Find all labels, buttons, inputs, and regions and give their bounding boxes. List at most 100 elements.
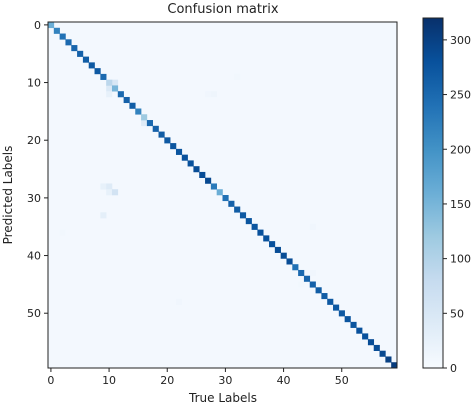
- heatmap-cell-diagonal: [65, 39, 72, 46]
- heatmap-cell-diagonal: [344, 316, 351, 323]
- heatmap-cell-diagonal: [338, 310, 345, 317]
- heatmap-cell-diagonal: [367, 339, 375, 346]
- heatmap-cell-diagonal: [59, 33, 66, 40]
- heatmap-cell-diagonal: [298, 269, 305, 277]
- heatmap-cell-diagonal: [71, 45, 78, 52]
- heatmap-cell-off-diagonal: [309, 269, 316, 277]
- heatmap-cell-diagonal: [152, 125, 159, 132]
- x-tick-label: 10: [102, 374, 116, 387]
- heatmap-cell-diagonal: [385, 356, 392, 363]
- heatmap-cell-diagonal: [309, 281, 316, 288]
- heatmap-cell-diagonal: [251, 223, 258, 230]
- x-tick-label: 40: [277, 374, 291, 387]
- heatmap: [48, 22, 398, 369]
- y-tick-label: 50: [27, 307, 41, 320]
- y-tick-label: 10: [27, 77, 41, 90]
- x-axis: 0 10 20 30 40 50: [47, 368, 349, 387]
- heatmap-cell-diagonal: [82, 56, 90, 63]
- heatmap-cell-diagonal: [129, 102, 136, 109]
- heatmap-cell-off-diagonal: [234, 73, 241, 80]
- heatmap-cell-diagonal: [193, 166, 200, 173]
- colorbar-tick-label: 0: [450, 362, 457, 375]
- heatmap-cell-off-diagonal: [59, 229, 66, 236]
- x-tick-label: 50: [335, 374, 349, 387]
- heatmap-cell-diagonal: [274, 246, 281, 253]
- heatmap-cell-off-diagonal: [210, 91, 217, 98]
- heatmap-cell-diagonal: [123, 96, 130, 104]
- heatmap-cell-off-diagonal: [100, 212, 107, 219]
- heatmap-cell-diagonal: [199, 171, 206, 178]
- heatmap-cell-diagonal: [141, 114, 148, 121]
- heatmap-cell-diagonal: [106, 79, 113, 86]
- colorbar-tick-label: 250: [450, 89, 471, 102]
- heatmap-cell-off-diagonal: [111, 189, 119, 196]
- heatmap-cell-diagonal: [146, 120, 153, 127]
- heatmap-cell-diagonal: [257, 229, 264, 236]
- heatmap-cell-diagonal: [210, 183, 217, 190]
- heatmap-cell-diagonal: [117, 91, 124, 98]
- heatmap-cell-diagonal: [234, 206, 241, 213]
- heatmap-cell-diagonal: [158, 131, 165, 138]
- x-axis-label: True Labels: [188, 391, 257, 405]
- heatmap-cell-diagonal: [315, 287, 322, 294]
- y-axis-label: Predicted Labels: [1, 146, 15, 245]
- heatmap-cell-diagonal: [77, 50, 84, 57]
- y-tick-label: 0: [34, 19, 41, 32]
- heatmap-cell-diagonal: [362, 333, 369, 340]
- heatmap-cell-diagonal: [292, 264, 299, 271]
- heatmap-cell-diagonal: [356, 327, 363, 334]
- heatmap-cell-diagonal: [286, 258, 293, 265]
- heatmap-cell-diagonal: [94, 68, 101, 75]
- heatmap-cell-diagonal: [228, 200, 235, 207]
- y-tick-label: 40: [27, 250, 41, 263]
- heatmap-cell-off-diagonal: [100, 183, 107, 190]
- heatmap-cell-off-diagonal: [106, 189, 113, 196]
- heatmap-cell-diagonal: [53, 27, 60, 34]
- x-tick-label: 20: [160, 374, 174, 387]
- heatmap-cell-diagonal: [111, 85, 119, 92]
- heatmap-cell-diagonal: [239, 212, 247, 219]
- colorbar: [422, 17, 444, 369]
- heatmap-cell-diagonal: [327, 298, 334, 305]
- heatmap-cell-diagonal: [373, 344, 380, 351]
- heatmap-cell-diagonal: [216, 189, 223, 196]
- heatmap-cell-diagonal: [187, 160, 194, 167]
- chart-title: Confusion matrix: [167, 2, 278, 17]
- colorbar-tick-label: 200: [450, 143, 471, 156]
- heatmap-cell-diagonal: [100, 73, 107, 80]
- heatmap-cell-diagonal: [48, 22, 55, 29]
- x-tick-label: 30: [218, 374, 232, 387]
- heatmap-cell-off-diagonal: [111, 79, 119, 86]
- heatmap-cell-diagonal: [263, 235, 270, 242]
- heatmap-cell-diagonal: [350, 321, 357, 328]
- heatmap-cell-diagonal: [170, 143, 177, 150]
- heatmap-cell-diagonal: [205, 177, 212, 184]
- heatmap-cell-off-diagonal: [309, 223, 316, 230]
- heatmap-cell-off-diagonal: [141, 120, 148, 127]
- heatmap-cell-diagonal: [321, 293, 328, 300]
- plot-frame: [47, 21, 398, 369]
- colorbar-ticks: 0 50 100 150 200 250 300: [443, 34, 471, 375]
- heatmap-cell-diagonal: [135, 108, 142, 115]
- colorbar-tick-label: 300: [450, 34, 471, 47]
- colorbar-tick-label: 50: [450, 307, 464, 320]
- heatmap-cell-off-diagonal: [175, 298, 183, 305]
- heatmap-cell-diagonal: [175, 148, 183, 155]
- colorbar-tick-label: 100: [450, 253, 471, 266]
- heatmap-cell-off-diagonal: [106, 91, 113, 98]
- colorbar-tick-label: 150: [450, 198, 471, 211]
- heatmap-cell-diagonal: [269, 241, 276, 248]
- y-axis: 0 10 20 30 40 50: [27, 19, 48, 320]
- heatmap-cell-diagonal: [245, 218, 252, 225]
- heatmap-cell-diagonal: [391, 362, 398, 369]
- heatmap-cell-diagonal: [164, 137, 171, 144]
- heatmap-cell-diagonal: [333, 304, 340, 311]
- y-tick-label: 20: [27, 134, 41, 147]
- heatmap-cell-off-diagonal: [106, 183, 113, 190]
- heatmap-cell-diagonal: [280, 252, 287, 259]
- y-tick-label: 30: [27, 192, 41, 205]
- heatmap-cell-diagonal: [222, 195, 229, 202]
- heatmap-cell-off-diagonal: [205, 91, 212, 98]
- heatmap-cell-diagonal: [88, 62, 95, 69]
